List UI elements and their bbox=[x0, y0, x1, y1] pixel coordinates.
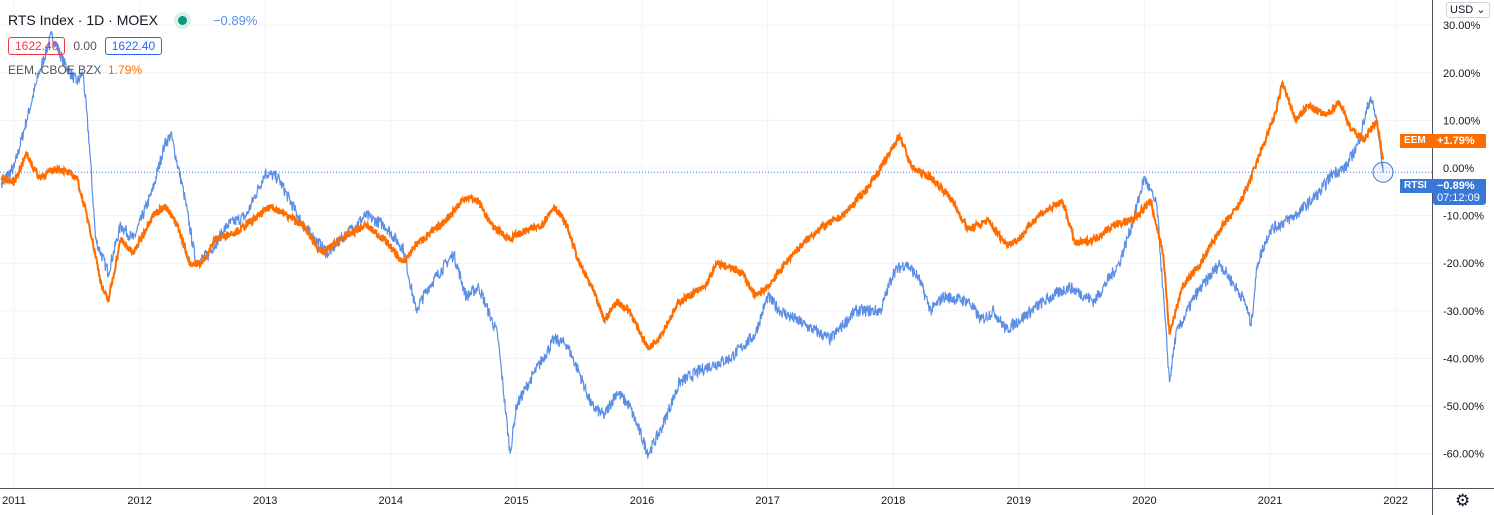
currency-value: USD bbox=[1450, 4, 1474, 16]
y-tick-label: -20.00% bbox=[1443, 258, 1484, 270]
x-tick-label: 2012 bbox=[127, 495, 151, 507]
currency-select[interactable]: USD ⌄ bbox=[1446, 2, 1490, 18]
rtsi-value: −0.89% bbox=[1437, 180, 1475, 192]
y-tick-label: 30.00% bbox=[1443, 20, 1481, 32]
y-tick-label: -60.00% bbox=[1443, 449, 1484, 461]
compare-change: 1.79% bbox=[108, 63, 143, 77]
eem-label-tag: EEM bbox=[1400, 134, 1434, 148]
symbol-title[interactable]: RTS Index · 1D · MOEX bbox=[8, 12, 158, 28]
y-tick-label: 10.00% bbox=[1443, 115, 1481, 127]
spread: 0.00 bbox=[73, 39, 97, 53]
series-line-rtsi bbox=[0, 30, 1384, 459]
y-tick-label: -50.00% bbox=[1443, 401, 1484, 413]
x-tick-label: 2016 bbox=[630, 495, 654, 507]
market-status-icon bbox=[177, 15, 187, 25]
chevron-down-icon: ⌄ bbox=[1476, 4, 1486, 16]
sell-price[interactable]: 1622.40 bbox=[8, 37, 66, 55]
eem-value-tag: +1.79% bbox=[1433, 134, 1486, 148]
y-tick-label: -30.00% bbox=[1443, 306, 1484, 318]
x-tick-label: 2013 bbox=[253, 495, 277, 507]
y-tick-label: -10.00% bbox=[1443, 211, 1484, 223]
settings-gear-icon[interactable]: ⚙ bbox=[1455, 491, 1471, 510]
x-tick-label: 2018 bbox=[881, 495, 905, 507]
y-tick-label: 0.00% bbox=[1443, 163, 1474, 175]
series-line-eem bbox=[0, 79, 1385, 352]
buy-price[interactable]: 1622.40 bbox=[104, 37, 163, 55]
x-tick-label: 2020 bbox=[1132, 495, 1156, 507]
x-tick-label: 2011 bbox=[2, 495, 26, 507]
exchange: MOEX bbox=[116, 12, 158, 28]
x-tick-label: 2021 bbox=[1258, 495, 1282, 507]
y-tick-label: 20.00% bbox=[1443, 68, 1481, 80]
legend: RTS Index · 1D · MOEX −0.89% 1622.40 0.0… bbox=[8, 10, 257, 80]
rtsi-change: −0.89% bbox=[212, 12, 258, 28]
compare-symbol[interactable]: EEM, CBOE BZX bbox=[8, 63, 102, 77]
interval: 1D bbox=[86, 12, 105, 28]
rtsi-value-tag: −0.89% 07:12:09 bbox=[1433, 179, 1486, 205]
x-tick-label: 2015 bbox=[504, 495, 528, 507]
rtsi-label-tag: RTSI bbox=[1400, 179, 1434, 193]
x-tick-label: 2017 bbox=[755, 495, 779, 507]
x-tick-label: 2014 bbox=[379, 495, 403, 507]
y-tick-label: -40.00% bbox=[1443, 353, 1484, 365]
x-tick-label: 2022 bbox=[1383, 495, 1407, 507]
symbol-name: RTS Index bbox=[8, 12, 74, 28]
crosshair-marker bbox=[1372, 161, 1394, 183]
countdown: 07:12:09 bbox=[1437, 192, 1480, 204]
x-tick-label: 2019 bbox=[1007, 495, 1031, 507]
